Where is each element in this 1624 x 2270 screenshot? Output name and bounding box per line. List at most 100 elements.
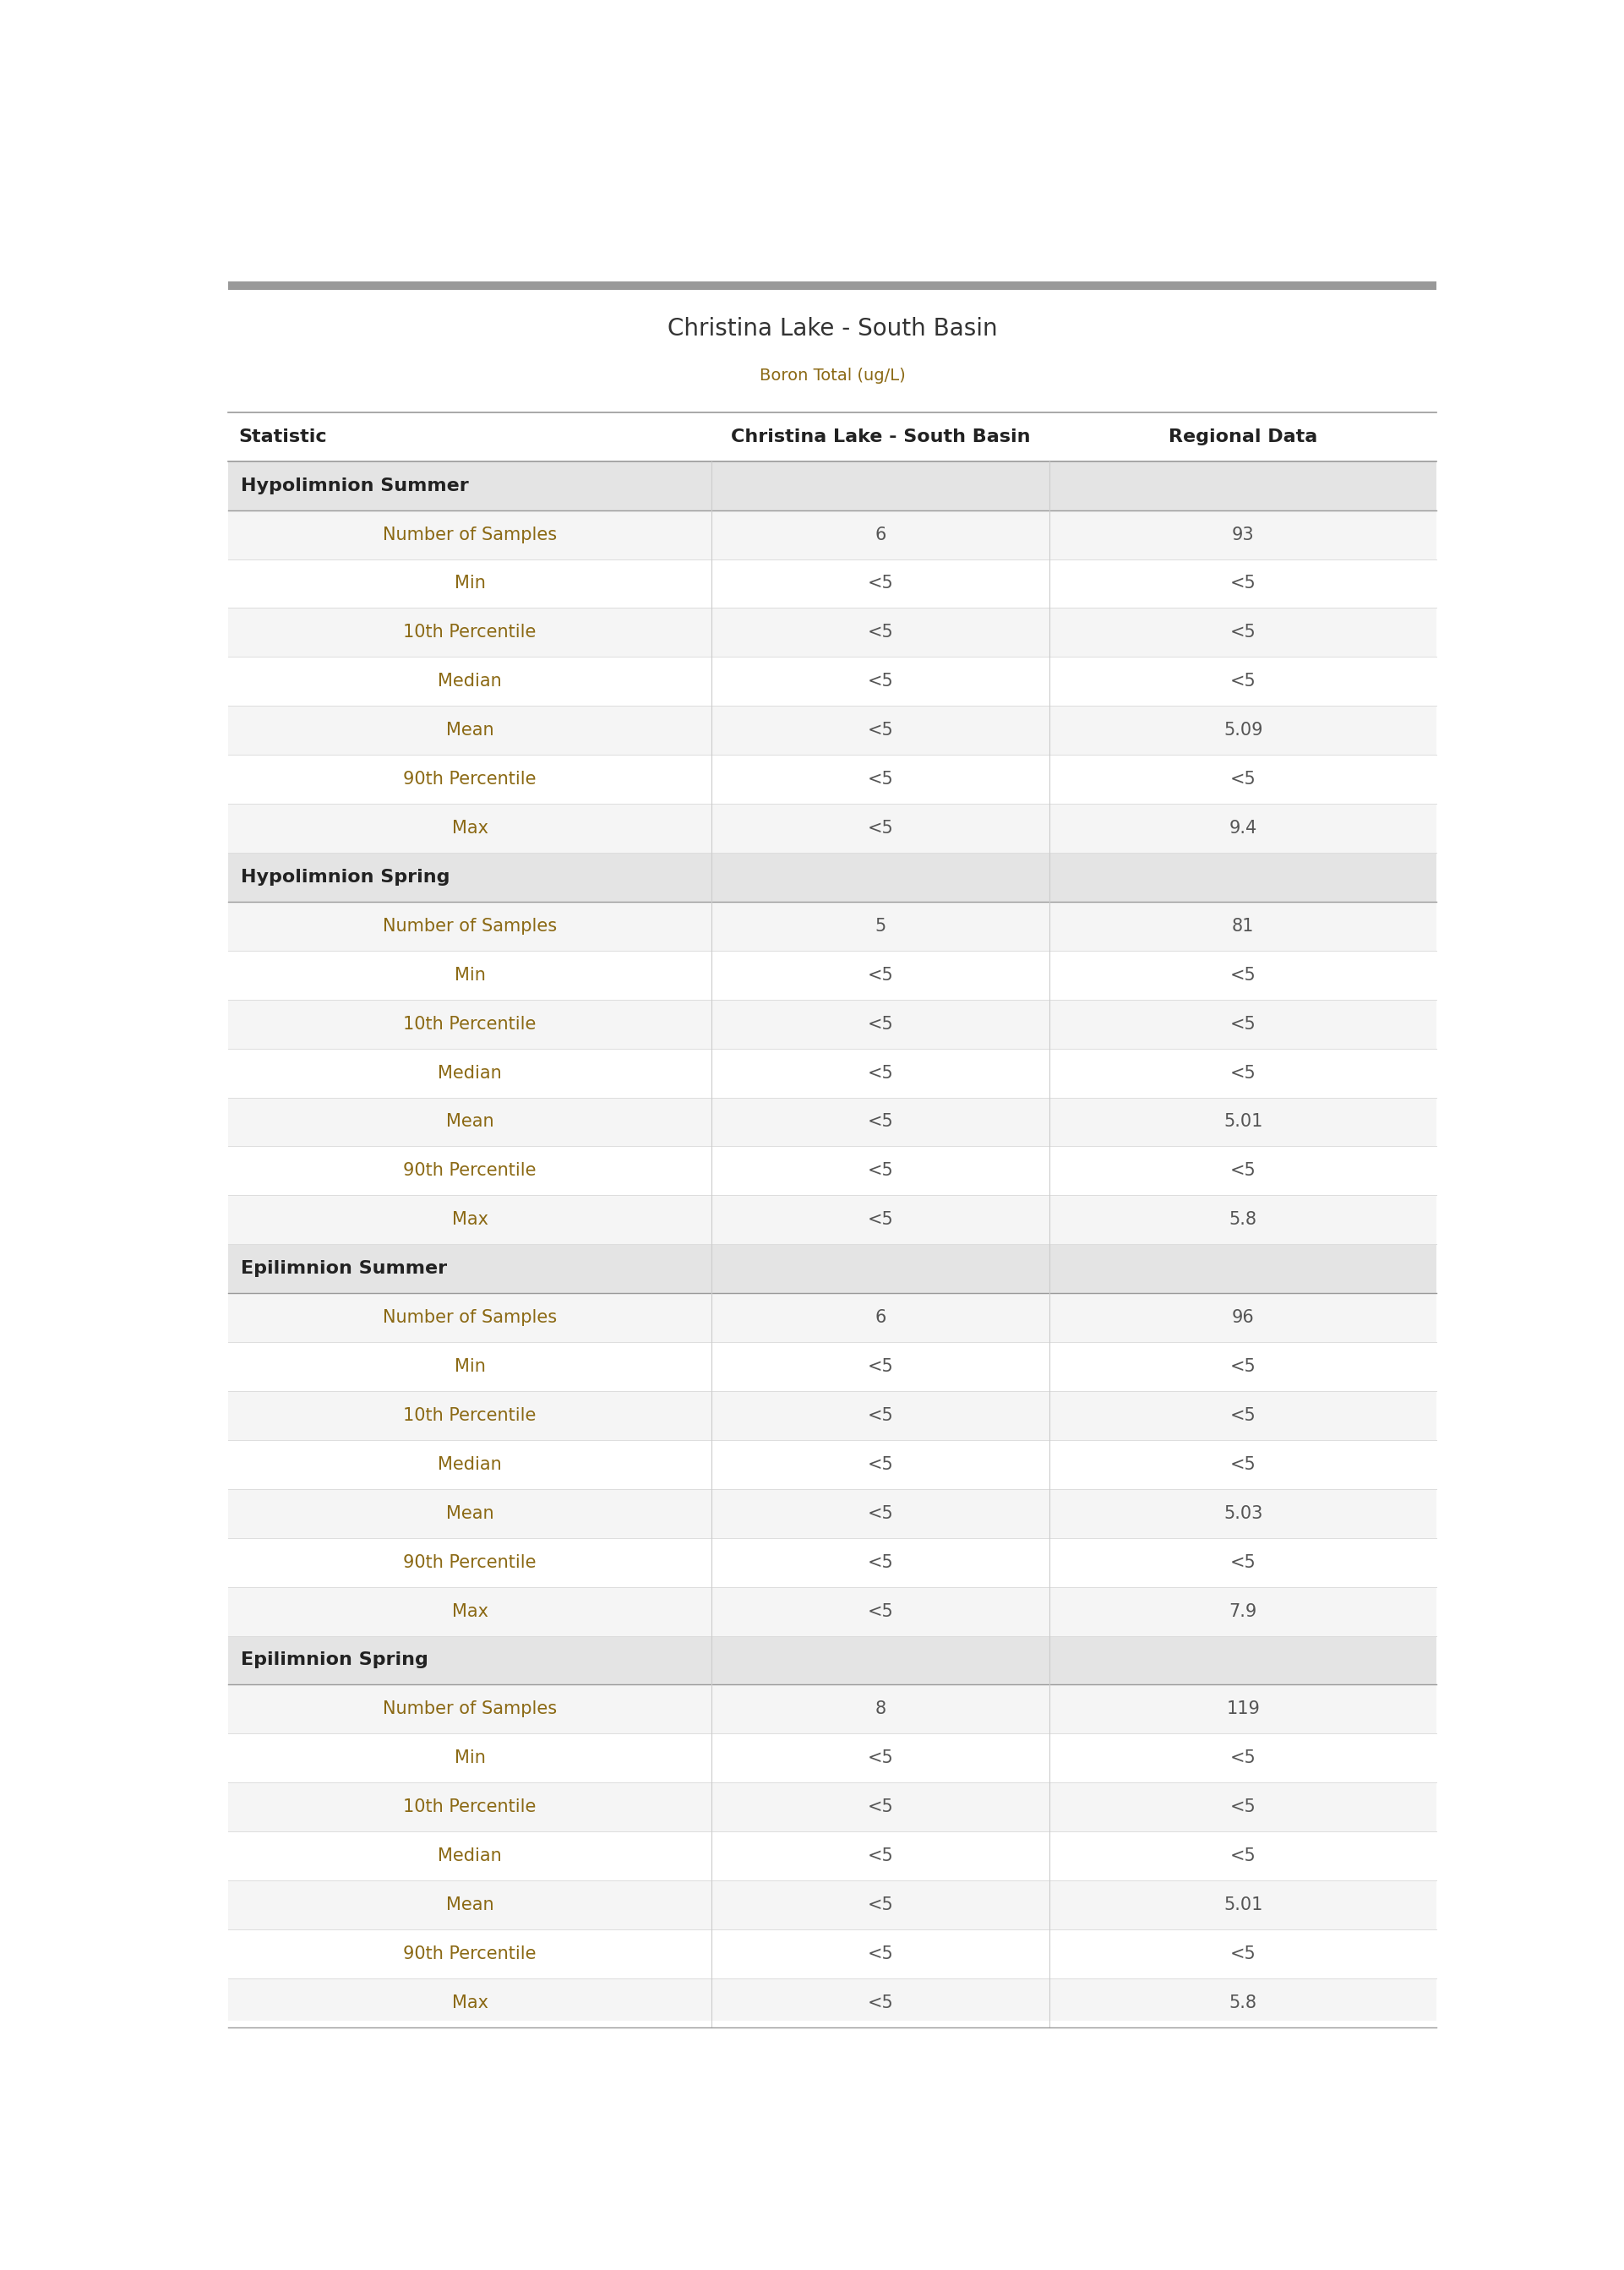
Text: 10th Percentile: 10th Percentile bbox=[403, 1798, 536, 1816]
Text: <5: <5 bbox=[867, 624, 893, 640]
Text: <5: <5 bbox=[867, 1065, 893, 1081]
Text: <5: <5 bbox=[867, 1015, 893, 1033]
FancyBboxPatch shape bbox=[227, 281, 1437, 291]
Text: <5: <5 bbox=[867, 672, 893, 690]
Text: <5: <5 bbox=[867, 819, 893, 838]
FancyBboxPatch shape bbox=[227, 1930, 1437, 1979]
Text: <5: <5 bbox=[867, 1603, 893, 1621]
Text: <5: <5 bbox=[867, 1945, 893, 1961]
FancyBboxPatch shape bbox=[227, 1880, 1437, 1930]
Text: 6: 6 bbox=[875, 1310, 887, 1326]
FancyBboxPatch shape bbox=[227, 1489, 1437, 1537]
FancyBboxPatch shape bbox=[227, 756, 1437, 804]
Text: Hypolimnion Summer: Hypolimnion Summer bbox=[240, 477, 469, 495]
Text: Number of Samples: Number of Samples bbox=[383, 917, 557, 935]
Text: 5.03: 5.03 bbox=[1223, 1505, 1263, 1521]
Text: <5: <5 bbox=[1229, 1848, 1255, 1864]
Text: Number of Samples: Number of Samples bbox=[383, 527, 557, 543]
FancyBboxPatch shape bbox=[227, 413, 1437, 461]
FancyBboxPatch shape bbox=[227, 558, 1437, 608]
Text: 90th Percentile: 90th Percentile bbox=[403, 1555, 536, 1571]
Text: <5: <5 bbox=[1229, 1015, 1255, 1033]
Text: 8: 8 bbox=[875, 1700, 887, 1718]
Text: Christina Lake - South Basin: Christina Lake - South Basin bbox=[731, 429, 1030, 445]
Text: Median: Median bbox=[438, 672, 502, 690]
FancyBboxPatch shape bbox=[227, 999, 1437, 1049]
FancyBboxPatch shape bbox=[227, 1734, 1437, 1782]
Text: 96: 96 bbox=[1233, 1310, 1254, 1326]
Text: 7.9: 7.9 bbox=[1229, 1603, 1257, 1621]
Text: 5.8: 5.8 bbox=[1229, 1995, 1257, 2011]
FancyBboxPatch shape bbox=[227, 1049, 1437, 1096]
Text: Min: Min bbox=[455, 1357, 486, 1376]
FancyBboxPatch shape bbox=[227, 1294, 1437, 1342]
Text: 5.8: 5.8 bbox=[1229, 1212, 1257, 1228]
Text: <5: <5 bbox=[1229, 1065, 1255, 1081]
Text: 10th Percentile: 10th Percentile bbox=[403, 624, 536, 640]
Text: 6: 6 bbox=[875, 527, 887, 543]
Text: Min: Min bbox=[455, 967, 486, 983]
Text: <5: <5 bbox=[867, 722, 893, 738]
Text: 10th Percentile: 10th Percentile bbox=[403, 1407, 536, 1423]
Text: 90th Percentile: 90th Percentile bbox=[403, 1162, 536, 1180]
Text: Max: Max bbox=[451, 819, 487, 838]
Text: 90th Percentile: 90th Percentile bbox=[403, 1945, 536, 1961]
Text: 119: 119 bbox=[1226, 1700, 1260, 1718]
Text: <5: <5 bbox=[1229, 1455, 1255, 1473]
FancyBboxPatch shape bbox=[227, 1342, 1437, 1392]
FancyBboxPatch shape bbox=[227, 1537, 1437, 1587]
Text: Statistic: Statistic bbox=[239, 429, 326, 445]
Text: <5: <5 bbox=[867, 1112, 893, 1130]
Text: <5: <5 bbox=[867, 574, 893, 592]
Text: <5: <5 bbox=[867, 1455, 893, 1473]
Text: <5: <5 bbox=[867, 1750, 893, 1766]
FancyBboxPatch shape bbox=[227, 1832, 1437, 1880]
Text: Min: Min bbox=[455, 574, 486, 592]
Text: <5: <5 bbox=[867, 1357, 893, 1376]
Text: <5: <5 bbox=[1229, 1750, 1255, 1766]
FancyBboxPatch shape bbox=[227, 1146, 1437, 1196]
Text: <5: <5 bbox=[867, 967, 893, 983]
FancyBboxPatch shape bbox=[227, 1392, 1437, 1439]
Text: <5: <5 bbox=[1229, 1798, 1255, 1816]
Text: 10th Percentile: 10th Percentile bbox=[403, 1015, 536, 1033]
FancyBboxPatch shape bbox=[227, 951, 1437, 999]
Text: 90th Percentile: 90th Percentile bbox=[403, 772, 536, 788]
FancyBboxPatch shape bbox=[227, 1244, 1437, 1294]
Text: Mean: Mean bbox=[447, 722, 494, 738]
Text: <5: <5 bbox=[867, 1212, 893, 1228]
Text: Christina Lake - South Basin: Christina Lake - South Basin bbox=[667, 318, 997, 340]
Text: <5: <5 bbox=[1229, 772, 1255, 788]
Text: <5: <5 bbox=[1229, 574, 1255, 592]
Text: <5: <5 bbox=[867, 1798, 893, 1816]
Text: <5: <5 bbox=[1229, 1357, 1255, 1376]
Text: <5: <5 bbox=[867, 1895, 893, 1914]
Text: <5: <5 bbox=[1229, 1407, 1255, 1423]
Text: 9.4: 9.4 bbox=[1229, 819, 1257, 838]
Text: <5: <5 bbox=[867, 772, 893, 788]
Text: Hypolimnion Spring: Hypolimnion Spring bbox=[240, 869, 450, 885]
Text: Boron Total (ug/L): Boron Total (ug/L) bbox=[760, 368, 905, 384]
Text: <5: <5 bbox=[867, 1995, 893, 2011]
FancyBboxPatch shape bbox=[227, 511, 1437, 558]
Text: Epilimnion Summer: Epilimnion Summer bbox=[240, 1260, 447, 1278]
Text: Median: Median bbox=[438, 1848, 502, 1864]
Text: <5: <5 bbox=[867, 1407, 893, 1423]
FancyBboxPatch shape bbox=[227, 1782, 1437, 1832]
Text: Regional Data: Regional Data bbox=[1169, 429, 1317, 445]
Text: Median: Median bbox=[438, 1065, 502, 1081]
Text: Max: Max bbox=[451, 1995, 487, 2011]
Text: <5: <5 bbox=[867, 1555, 893, 1571]
Text: Mean: Mean bbox=[447, 1505, 494, 1521]
FancyBboxPatch shape bbox=[227, 706, 1437, 756]
FancyBboxPatch shape bbox=[227, 901, 1437, 951]
FancyBboxPatch shape bbox=[227, 608, 1437, 656]
Text: Max: Max bbox=[451, 1212, 487, 1228]
FancyBboxPatch shape bbox=[227, 461, 1437, 511]
Text: Epilimnion Spring: Epilimnion Spring bbox=[240, 1653, 429, 1668]
FancyBboxPatch shape bbox=[227, 1637, 1437, 1684]
FancyBboxPatch shape bbox=[227, 656, 1437, 706]
FancyBboxPatch shape bbox=[227, 1684, 1437, 1734]
Text: 93: 93 bbox=[1233, 527, 1254, 543]
Text: <5: <5 bbox=[1229, 672, 1255, 690]
